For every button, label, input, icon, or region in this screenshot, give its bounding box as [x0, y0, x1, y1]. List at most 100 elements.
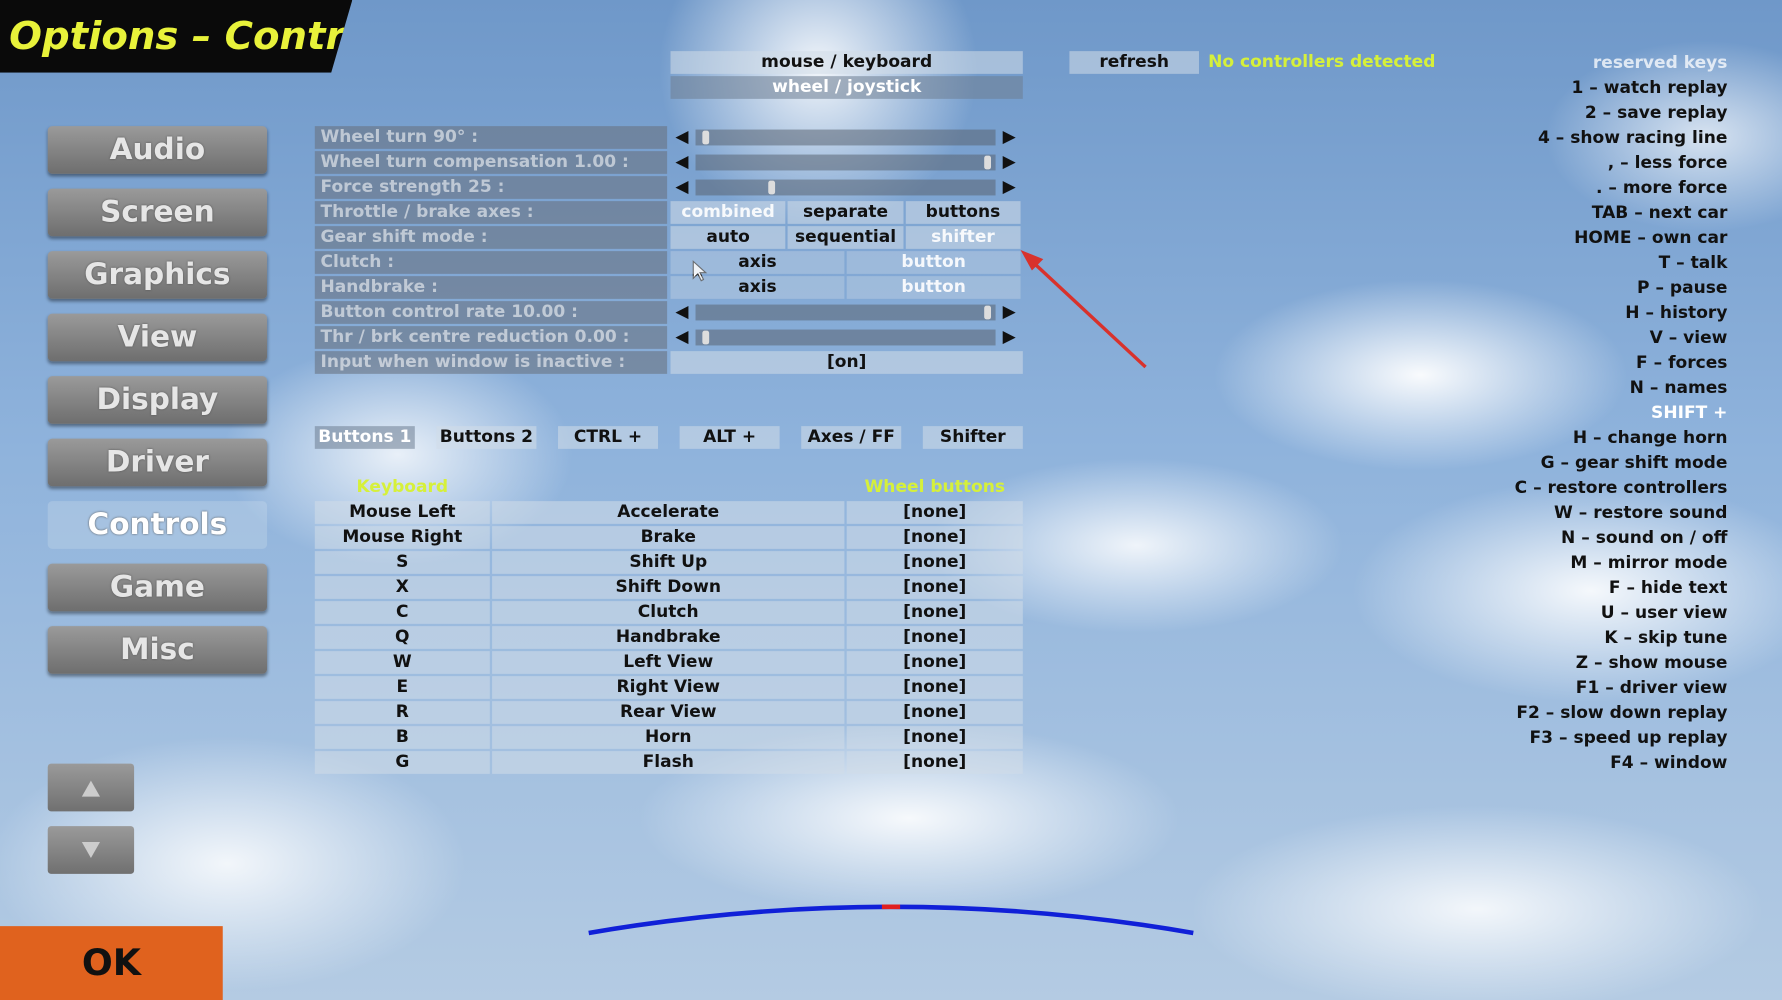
slider-left[interactable]: ◀: [675, 301, 689, 322]
button-tab[interactable]: Axes / FF: [801, 426, 902, 449]
setting-option[interactable]: shifter: [905, 226, 1021, 249]
table-cell[interactable]: [none]: [846, 751, 1023, 774]
table-cell[interactable]: [none]: [846, 676, 1023, 699]
reserved-key: 4 – show racing line: [1537, 127, 1728, 148]
menu-button[interactable]: View: [47, 313, 268, 362]
setting-option[interactable]: button: [846, 276, 1021, 299]
button-tab[interactable]: ALT +: [679, 426, 780, 449]
slider-thumb[interactable]: [702, 130, 710, 145]
reserved-key: F2 – slow down replay: [1516, 702, 1728, 723]
menu-button[interactable]: Display: [47, 376, 268, 424]
setting-option[interactable]: separate: [787, 201, 904, 224]
slider-thumb[interactable]: [768, 180, 776, 195]
setting-value[interactable]: [on]: [670, 351, 1023, 374]
table-cell[interactable]: B: [314, 726, 490, 749]
menu-button[interactable]: Graphics: [47, 251, 268, 299]
table-cell[interactable]: [none]: [846, 501, 1023, 524]
table-cell[interactable]: R: [314, 701, 490, 724]
setting-option[interactable]: sequential: [787, 226, 904, 249]
table-cell[interactable]: Rear View: [492, 701, 845, 724]
table-cell[interactable]: Mouse Right: [314, 526, 490, 549]
button-tab[interactable]: Buttons 2: [436, 426, 537, 449]
slider-right[interactable]: ▶: [1002, 151, 1016, 172]
slider-track[interactable]: [695, 304, 996, 321]
table-cell[interactable]: Shift Down: [492, 576, 845, 599]
button-tab[interactable]: CTRL +: [558, 426, 659, 449]
table-cell[interactable]: S: [314, 551, 490, 574]
table-cell[interactable]: [none]: [846, 651, 1023, 674]
table-cell[interactable]: G: [314, 751, 490, 774]
scroll-down-button[interactable]: [47, 826, 135, 874]
reserved-key: W – restore sound: [1554, 502, 1728, 523]
table-cell[interactable]: X: [314, 576, 490, 599]
table-cell[interactable]: Brake: [492, 526, 845, 549]
menu-button[interactable]: Audio: [47, 126, 268, 174]
button-tab[interactable]: Shifter: [922, 426, 1023, 449]
table-cell[interactable]: Q: [314, 626, 490, 649]
slider-right[interactable]: ▶: [1002, 326, 1016, 347]
scroll-up-button[interactable]: [47, 763, 135, 812]
button-tab[interactable]: Buttons 1: [314, 426, 415, 449]
slider-left[interactable]: ◀: [675, 126, 689, 147]
table-cell[interactable]: Mouse Left: [314, 501, 490, 524]
table-cell[interactable]: Horn: [492, 726, 845, 749]
ok-button[interactable]: OK: [0, 926, 223, 1000]
table-cell[interactable]: Right View: [492, 676, 845, 699]
table-cell[interactable]: W: [314, 651, 490, 674]
reserved-key: F1 – driver view: [1575, 677, 1728, 698]
table-cell[interactable]: [none]: [846, 576, 1023, 599]
shift-title: SHIFT +: [1651, 402, 1728, 423]
reserved-key: G – gear shift mode: [1540, 452, 1728, 473]
slider-track[interactable]: [695, 329, 996, 346]
slider-track[interactable]: [695, 179, 996, 196]
slider-thumb[interactable]: [702, 330, 710, 345]
setting-option[interactable]: axis: [670, 251, 845, 274]
setting-option[interactable]: combined: [670, 201, 786, 224]
table-cell[interactable]: Shift Up: [492, 551, 845, 574]
setting-label: Button control rate 10.00 :: [314, 301, 668, 324]
table-cell[interactable]: [none]: [846, 626, 1023, 649]
table-cell[interactable]: E: [314, 676, 490, 699]
table-cell[interactable]: [none]: [846, 526, 1023, 549]
setting-option[interactable]: button: [846, 251, 1021, 274]
table-cell[interactable]: [none]: [846, 701, 1023, 724]
table-cell[interactable]: Accelerate: [492, 501, 845, 524]
reserved-key: V – view: [1649, 327, 1728, 348]
slider-track[interactable]: [695, 154, 996, 171]
reserved-key: HOME – own car: [1574, 227, 1728, 248]
up-icon: [81, 780, 101, 797]
table-cell[interactable]: [none]: [846, 726, 1023, 749]
slider-thumb[interactable]: [984, 305, 992, 320]
reserved-key: TAB – next car: [1591, 202, 1728, 223]
slider-right[interactable]: ▶: [1002, 301, 1016, 322]
setting-option[interactable]: auto: [670, 226, 786, 249]
table-cell[interactable]: [none]: [846, 601, 1023, 624]
reserved-key: F3 – speed up replay: [1529, 727, 1728, 748]
setting-label: Wheel turn compensation 1.00 :: [314, 151, 668, 174]
menu-button[interactable]: Screen: [47, 188, 268, 237]
mode-tab[interactable]: mouse / keyboard: [670, 51, 1023, 74]
slider-thumb[interactable]: [984, 155, 992, 170]
slider-left[interactable]: ◀: [675, 151, 689, 172]
slider-right[interactable]: ▶: [1002, 126, 1016, 147]
table-cell[interactable]: Left View: [492, 651, 845, 674]
table-cell[interactable]: Clutch: [492, 601, 845, 624]
refresh-button[interactable]: refresh: [1069, 51, 1199, 74]
menu-button[interactable]: Controls: [47, 501, 268, 549]
slider-left[interactable]: ◀: [675, 326, 689, 347]
reserved-key: F – hide text: [1608, 577, 1728, 598]
slider-left[interactable]: ◀: [675, 176, 689, 197]
menu-button[interactable]: Driver: [47, 438, 268, 487]
menu-button[interactable]: Misc: [47, 626, 268, 674]
setting-option[interactable]: buttons: [905, 201, 1021, 224]
slider-right[interactable]: ▶: [1002, 176, 1016, 197]
menu-button[interactable]: Game: [47, 563, 268, 612]
table-cell[interactable]: Flash: [492, 751, 845, 774]
table-cell[interactable]: Handbrake: [492, 626, 845, 649]
slider-track[interactable]: [695, 129, 996, 146]
setting-option[interactable]: axis: [670, 276, 845, 299]
mode-tab[interactable]: wheel / joystick: [670, 76, 1023, 99]
reserved-key: H – history: [1625, 302, 1728, 323]
table-cell[interactable]: C: [314, 601, 490, 624]
table-cell[interactable]: [none]: [846, 551, 1023, 574]
